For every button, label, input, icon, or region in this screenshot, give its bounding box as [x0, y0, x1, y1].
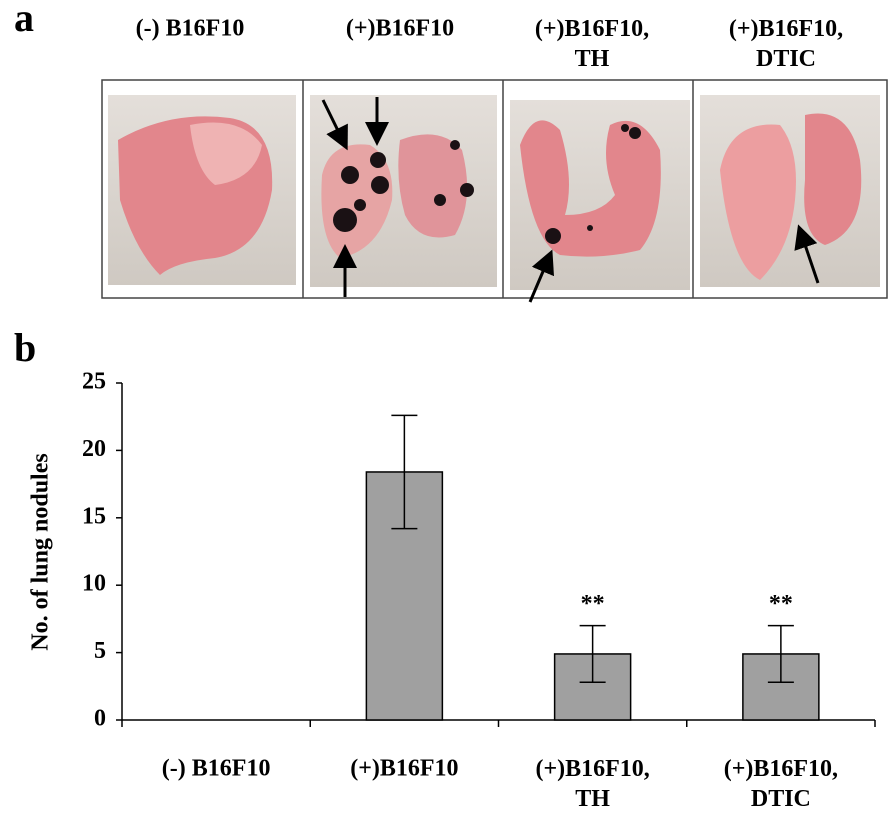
bar: [742, 653, 820, 721]
y-tick-label: 5: [94, 638, 106, 664]
panel-label: b: [14, 325, 36, 370]
error-bar: [767, 624, 794, 684]
panel-label: a: [14, 0, 34, 40]
significance-label: **: [581, 591, 605, 617]
photo-panel: [101, 79, 888, 303]
y-tick-label: 15: [82, 503, 106, 529]
bar: [365, 471, 444, 721]
x-tick-label: (+)B16F10: [350, 756, 458, 782]
column-header: (+)B16F10, TH: [535, 16, 649, 72]
y-tick-label: 20: [82, 436, 106, 462]
x-tick-label: (+)B16F10, TH: [535, 756, 649, 812]
column-header: (+)B16F10: [346, 16, 454, 42]
y-tick-label: 0: [94, 706, 106, 732]
significance-label: **: [769, 591, 793, 617]
column-header: (+)B16F10, DTIC: [729, 16, 843, 72]
x-tick-label: (+)B16F10, DTIC: [724, 756, 838, 812]
x-tick-label: (-) B16F10: [162, 756, 271, 782]
y-axis-label: No. of lung nodules: [28, 453, 54, 650]
error-bar: [579, 624, 606, 684]
y-tick-label: 25: [82, 369, 106, 395]
column-header: (-) B16F10: [136, 16, 245, 42]
y-tick-label: 10: [82, 571, 106, 597]
error-bar: [391, 414, 418, 530]
